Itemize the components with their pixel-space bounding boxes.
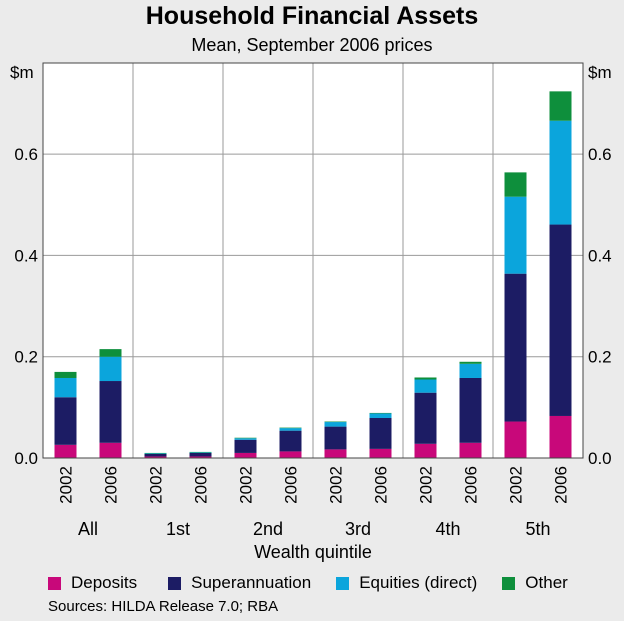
legend-item: Equities (direct) [336, 573, 477, 593]
x-tick-label: 2006 [372, 466, 391, 504]
bar-segment-superannuation [189, 452, 212, 457]
chart-subtitle: Mean, September 2006 prices [191, 35, 433, 55]
group-label: 4th [435, 519, 460, 539]
bar-segment-other [279, 427, 302, 429]
bar-segment-equities-direct [189, 452, 212, 453]
legend-swatch [168, 576, 182, 590]
bar-segment-deposits [99, 442, 122, 458]
bar-segment-deposits [459, 442, 482, 458]
x-tick-label: 2006 [192, 466, 211, 504]
bar-segment-other [144, 452, 167, 454]
legend-swatch [502, 576, 516, 590]
bar-segment-superannuation [459, 377, 482, 443]
bar-segment-deposits [504, 421, 527, 458]
x-axis-title: Wealth quintile [254, 542, 372, 562]
x-tick-label: 2002 [417, 466, 436, 504]
bar-segment-equities-direct [369, 413, 392, 418]
bar-segment-deposits [234, 452, 257, 458]
bar-segment-superannuation [324, 426, 347, 450]
y-unit-label-left: $m [10, 63, 34, 82]
y-tick-label-right: 0.6 [588, 145, 612, 164]
bar-segment-other [414, 377, 437, 380]
bar-segment-deposits [549, 415, 572, 458]
bar-segment-deposits [189, 456, 212, 458]
bar-segment-superannuation [504, 273, 527, 422]
bar-segment-equities-direct [99, 356, 122, 382]
bar-segment-deposits [144, 456, 167, 458]
x-tick-label: 2006 [102, 466, 121, 504]
bar-segment-superannuation [549, 224, 572, 416]
group-label: 3rd [345, 519, 371, 539]
bar-segment-equities-direct [234, 438, 257, 440]
bar-segment-deposits [279, 451, 302, 458]
x-tick-label: 2002 [57, 466, 76, 504]
chart-title: Household Financial Assets [145, 2, 479, 30]
x-tick-label: 2002 [507, 466, 526, 504]
y-unit-label-right: $m [588, 63, 612, 82]
legend-label: Equities (direct) [359, 573, 478, 592]
bar-segment-superannuation [234, 439, 257, 453]
bar-segment-superannuation [369, 417, 392, 449]
x-tick-label: 2006 [462, 466, 481, 504]
legend-label: Deposits [71, 573, 138, 592]
x-tick-label: 2006 [552, 466, 571, 504]
legend-label: Superannuation [191, 573, 312, 592]
legend-item: Other [502, 573, 568, 593]
x-tick-label: 2002 [237, 466, 256, 504]
bar-segment-other [234, 437, 257, 439]
bar-segment-equities-direct [324, 422, 347, 427]
bar-segment-equities-direct [459, 363, 482, 378]
bar-segment-other [324, 421, 347, 423]
x-tick-label: 2002 [327, 466, 346, 504]
legend: Deposits Superannuation Equities (direct) O… [48, 573, 568, 593]
legend-swatch [48, 576, 61, 590]
y-tick-label-right: 0.4 [588, 246, 612, 265]
group-label: All [78, 519, 98, 539]
legend-item: Superannuation [168, 573, 311, 593]
bar-segment-equities-direct [504, 196, 527, 274]
source-note: Sources: HILDA Release 7.0; RBA [48, 598, 279, 615]
group-label: 1st [166, 519, 190, 539]
y-tick-label-left: 0.6 [14, 145, 38, 164]
x-tick-label: 2006 [282, 466, 301, 504]
bar-segment-deposits [324, 449, 347, 458]
bar-segment-other [54, 371, 77, 378]
bar-segment-deposits [369, 448, 392, 458]
legend-item: Deposits [48, 573, 137, 593]
legend-label: Other [525, 573, 568, 592]
bar-segment-equities-direct [54, 377, 77, 398]
group-label: 2nd [253, 519, 283, 539]
bar-segment-equities-direct [144, 453, 167, 454]
bar-segment-other [459, 361, 482, 364]
bar-segment-other [189, 451, 212, 453]
bar-segment-other [504, 172, 527, 197]
bar-segment-deposits [414, 443, 437, 458]
y-tick-label-right: 0.0 [588, 449, 612, 468]
plot-border [42, 62, 584, 459]
y-tick-label-left: 0.2 [14, 348, 38, 367]
x-tick-label: 2002 [147, 466, 166, 504]
bar-segment-equities-direct [414, 379, 437, 393]
y-tick-label-right: 0.2 [588, 348, 612, 367]
bar-segment-other [549, 91, 572, 121]
bar-segment-other [99, 349, 122, 357]
group-label: 5th [525, 519, 550, 539]
bar-segment-superannuation [99, 381, 122, 443]
legend-swatch [336, 576, 350, 590]
bar-segment-equities-direct [279, 428, 302, 431]
y-tick-label-left: 0.4 [14, 246, 38, 265]
y-tick-label-left: 0.0 [14, 449, 38, 468]
bar-segment-superannuation [414, 392, 437, 444]
bar-segment-superannuation [54, 397, 77, 445]
bar-segment-deposits [54, 444, 77, 458]
bar-segment-equities-direct [549, 120, 572, 225]
bar-segment-superannuation [144, 453, 167, 457]
bar-segment-other [369, 412, 392, 414]
bar-segment-superannuation [279, 430, 302, 452]
